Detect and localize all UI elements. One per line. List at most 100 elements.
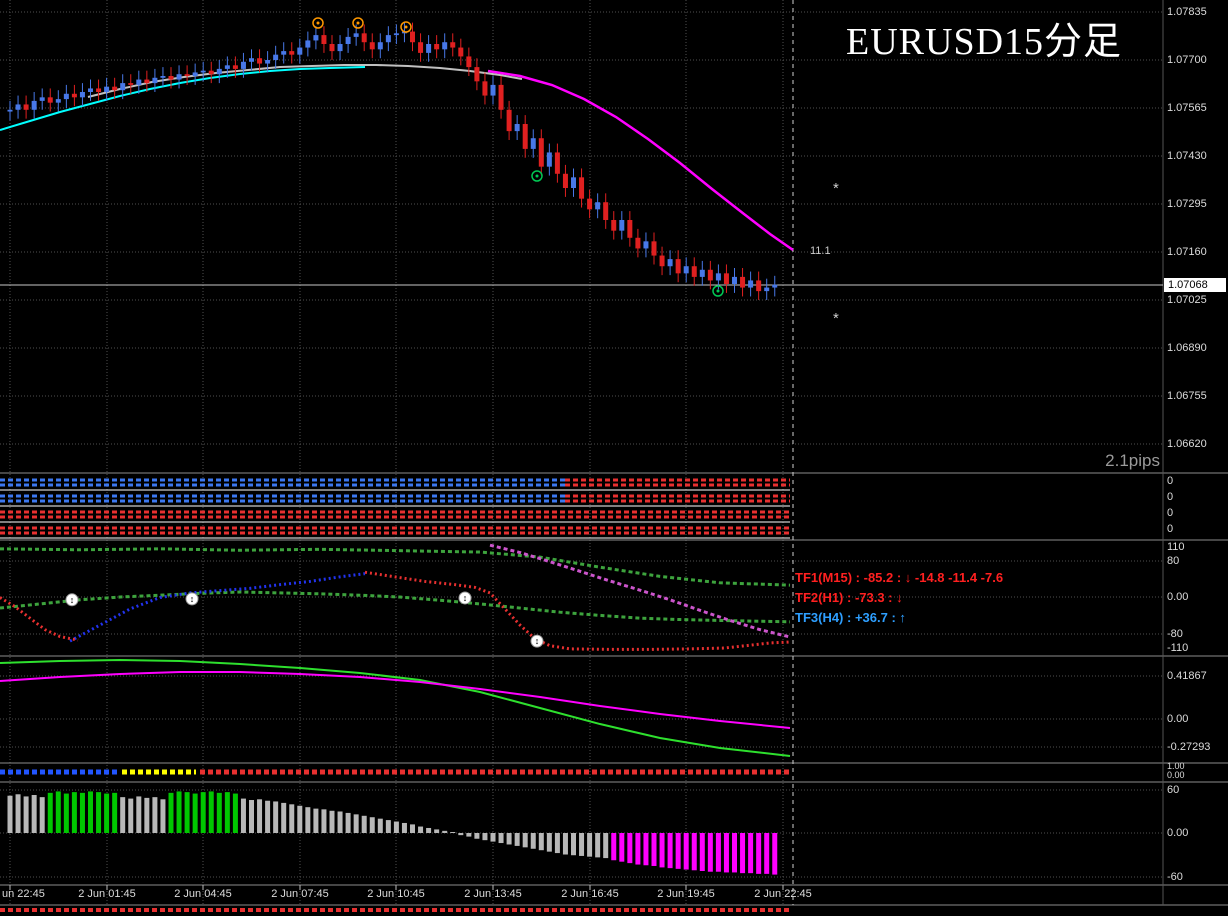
histogram-bar — [748, 833, 754, 874]
histogram-bar — [144, 797, 150, 833]
histogram-bar — [466, 833, 472, 837]
candle-body — [442, 42, 448, 50]
time-label: 2 Jun 22:45 — [754, 888, 812, 900]
histogram-bar — [63, 793, 69, 833]
candle-body — [200, 70, 206, 73]
candle-body — [305, 40, 311, 48]
candle-body — [482, 81, 488, 96]
candle-body — [71, 93, 77, 98]
candle-body — [538, 138, 544, 167]
candle-body — [764, 287, 770, 292]
histogram-bar — [691, 833, 697, 871]
histogram-bar — [208, 791, 214, 833]
candle-body — [667, 259, 673, 267]
candle-body — [15, 104, 21, 110]
candle-body — [47, 97, 53, 103]
candle-body — [772, 284, 778, 288]
histogram-bar — [611, 833, 617, 861]
indicator-scale-label: 0 — [1167, 475, 1174, 487]
histogram-bar — [369, 817, 375, 833]
time-label: un 22:45 — [2, 888, 45, 900]
ma-magenta — [487, 69, 794, 252]
candle-body — [740, 276, 746, 288]
candle-body — [104, 86, 110, 93]
histogram-bar — [579, 833, 585, 856]
svg-text:↕: ↕ — [535, 636, 540, 646]
histogram-bar — [96, 792, 102, 833]
indicator-scale-label: 0 — [1167, 491, 1174, 503]
candle-body — [546, 152, 552, 167]
price-label: 1.06755 — [1167, 390, 1207, 402]
indicator-scale-label: 0.00 — [1167, 770, 1185, 780]
candle-body — [297, 47, 303, 55]
candle-body — [450, 42, 456, 48]
histogram-bar — [265, 800, 271, 833]
entry-marker-top — [352, 17, 364, 29]
candle-body — [627, 220, 633, 238]
histogram-bar — [506, 833, 512, 845]
star-annotation: * — [833, 180, 839, 197]
lower-band-green — [0, 590, 791, 624]
indicator-scale-label: 60 — [1167, 784, 1180, 796]
histogram-bar — [112, 792, 118, 833]
candle-body — [595, 202, 601, 210]
price-label: 1.07565 — [1167, 102, 1207, 114]
histogram-bar — [651, 833, 657, 866]
histogram-bar — [498, 833, 504, 844]
candle-body — [643, 241, 649, 249]
histogram-bar — [192, 793, 198, 833]
candle-body — [732, 276, 737, 285]
histogram-bar — [353, 814, 359, 833]
histogram-bar — [603, 833, 609, 859]
histogram-bar — [772, 833, 778, 875]
candle-body — [756, 280, 762, 292]
histogram-bar — [39, 797, 45, 833]
histogram-bar — [699, 833, 705, 872]
price-label: 1.06620 — [1167, 438, 1207, 450]
indicator-scale-label: 0 — [1167, 507, 1174, 519]
candle-body — [281, 51, 287, 55]
svg-text:↕: ↕ — [190, 594, 195, 604]
oscillator-layer: ↕ ↕ ↕ ↕ — [0, 543, 791, 651]
histogram-bar — [538, 833, 544, 851]
candle-body — [345, 36, 351, 45]
price-label: 1.07295 — [1167, 198, 1207, 210]
histogram-bar — [361, 815, 367, 833]
histogram-bar — [88, 791, 93, 833]
candle-body — [619, 220, 625, 231]
histogram-bar — [257, 799, 263, 833]
histogram-bar — [683, 833, 689, 870]
upper-band-green — [0, 547, 791, 587]
histogram-bar — [337, 811, 343, 833]
histogram-bar — [176, 791, 182, 833]
chart-title: EURUSD15分足 — [846, 21, 1123, 63]
smooth-magenta — [0, 670, 791, 730]
histogram-bar — [321, 809, 327, 833]
candle-body — [611, 220, 617, 231]
time-label: 2 Jun 04:45 — [174, 888, 232, 900]
histogram-bar — [168, 792, 174, 833]
indicator-scale-label: -110 — [1167, 642, 1189, 654]
candle-body — [603, 202, 609, 221]
histogram-bar — [160, 799, 166, 833]
histogram-bar — [289, 804, 295, 833]
candle-body — [136, 79, 142, 85]
entry-marker-bottom — [712, 285, 724, 297]
candle-body — [410, 31, 415, 43]
histogram-bar — [635, 833, 641, 865]
candle-body — [120, 83, 126, 91]
candle-body — [240, 61, 246, 69]
swap-marker — [458, 591, 472, 605]
histogram-bar — [136, 796, 142, 833]
marker-layer — [312, 17, 724, 297]
time-label: 2 Jun 13:45 — [464, 888, 522, 900]
candle-body — [152, 77, 158, 84]
histogram-bar — [571, 833, 576, 856]
candles-layer — [7, 22, 778, 301]
indicator-scale-label: 0.00 — [1167, 827, 1189, 839]
histogram-bar — [152, 797, 158, 833]
candle-body — [273, 54, 279, 61]
current-price-tag: 1.07068 — [1164, 278, 1226, 292]
